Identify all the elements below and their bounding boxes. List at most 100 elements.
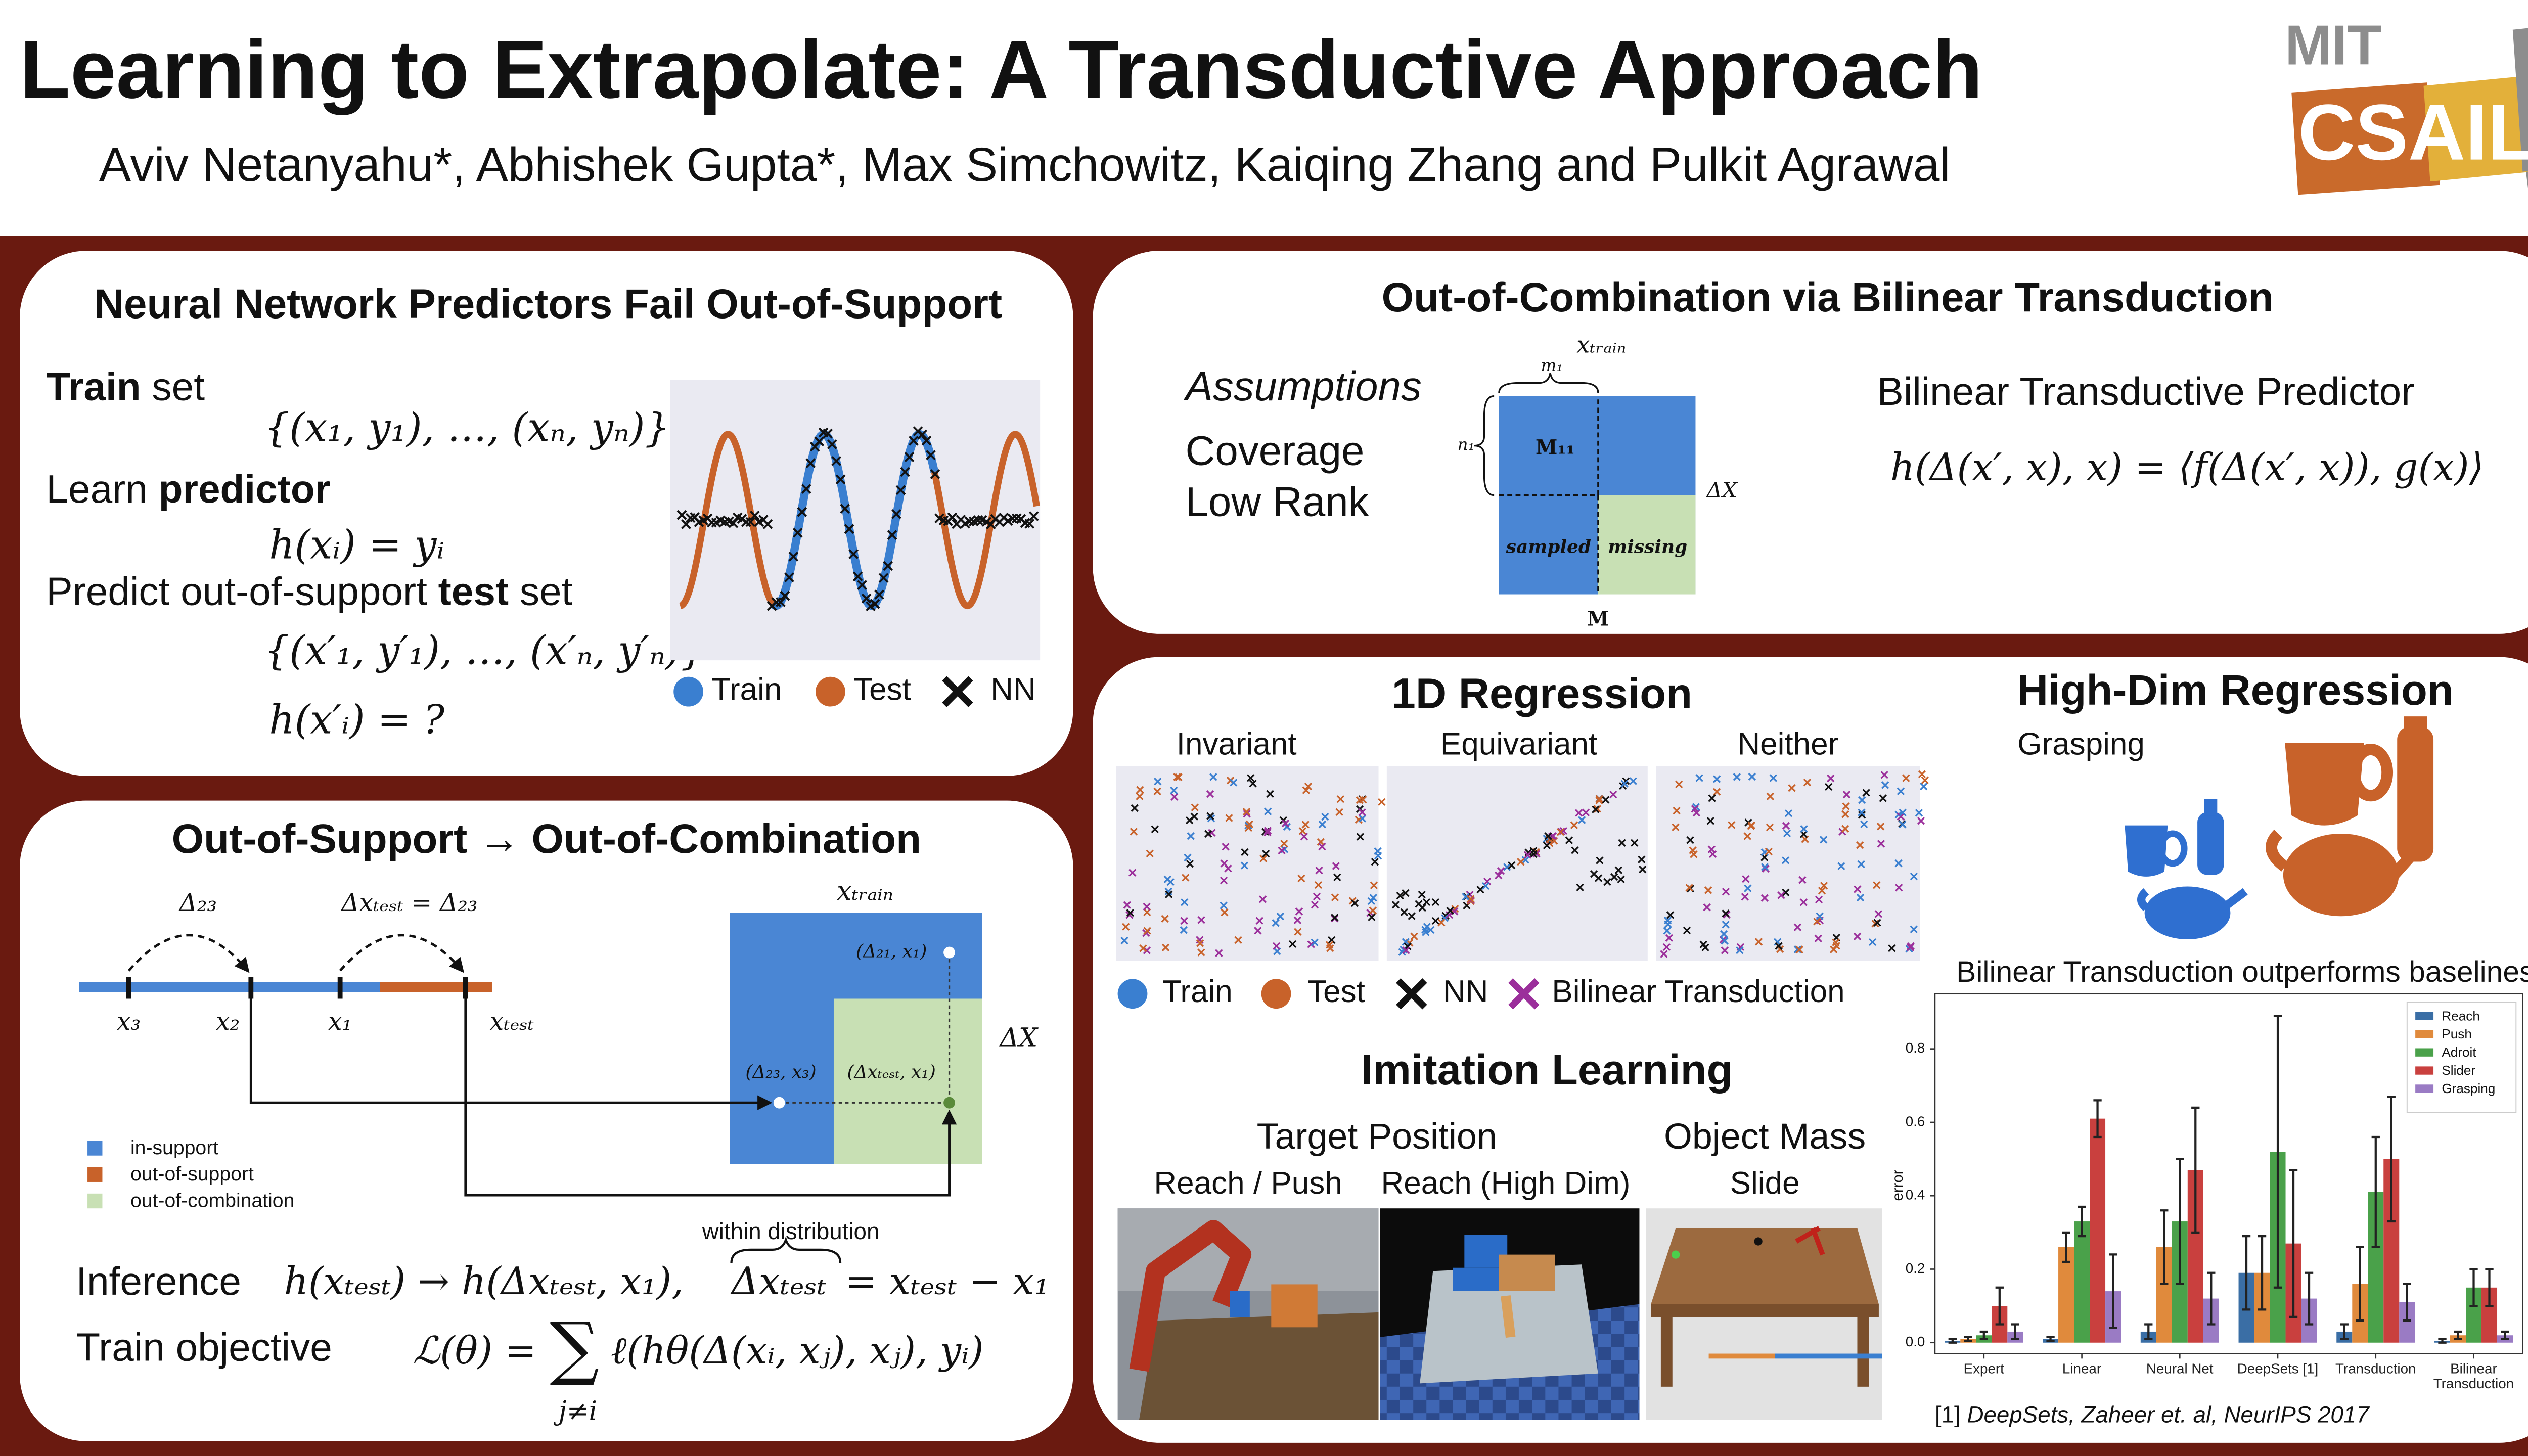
cross-marker [1707, 845, 1716, 853]
cross-marker [1139, 944, 1147, 952]
error-bar [2485, 1268, 2494, 1307]
cross-marker [792, 528, 803, 538]
cross-marker [1712, 775, 1721, 783]
cross-marker [1686, 836, 1694, 844]
cross-marker [1422, 898, 1431, 906]
cross-marker [1824, 783, 1833, 791]
chart-frame [1934, 993, 2523, 1354]
cross-marker [1760, 894, 1769, 902]
cross-marker [1782, 888, 1790, 897]
shape [1651, 1228, 1879, 1304]
cross-marker [1781, 856, 1790, 864]
error-bar [2371, 1135, 2380, 1249]
header-bg [0, 0, 2528, 236]
x-tick-label-box: Linear [2062, 1362, 2101, 1375]
cross-marker [1378, 798, 1386, 806]
cross-marker [1795, 945, 1803, 954]
cross-marker [1125, 911, 1134, 919]
logo-main: CSAIL [2298, 88, 2528, 177]
cross-marker [1281, 819, 1290, 828]
bold: predictor [159, 467, 331, 511]
cross-marker [1592, 805, 1600, 813]
slide-image [1646, 1208, 1882, 1420]
cross-marker [1136, 792, 1144, 800]
cross-marker [762, 519, 773, 529]
brace [1474, 395, 1495, 496]
cross-marker [1415, 900, 1423, 908]
cross-marker [1196, 939, 1204, 947]
legend-marker [2415, 1084, 2434, 1093]
cross-marker [1422, 928, 1430, 936]
cross-marker [1899, 808, 1907, 817]
logo-shape [2512, 28, 2528, 172]
error-bar [2109, 1253, 2117, 1329]
cross-marker [823, 428, 833, 439]
cross-marker [1910, 925, 1918, 933]
cross-marker [1263, 828, 1272, 837]
y-tick-label: 0.0 [1906, 1334, 1925, 1349]
cross-marker [1497, 867, 1505, 875]
cross-marker [1841, 825, 1849, 833]
cross-marker [1293, 916, 1302, 924]
shape [1271, 1284, 1318, 1328]
arrow [127, 934, 250, 973]
cross-marker [1123, 901, 1132, 909]
cross-marker [1431, 898, 1440, 906]
error-bar [2469, 1268, 2478, 1307]
math: h(xᵢ) = yᵢ [269, 522, 444, 568]
cross-marker [1673, 806, 1681, 815]
cross-marker [1154, 778, 1162, 786]
legend-marker [2415, 1012, 2434, 1020]
cross-marker [930, 469, 940, 479]
cross-marker [1402, 889, 1410, 897]
text: within distribution [702, 1218, 880, 1244]
error-bar [2273, 1015, 2282, 1289]
cross-marker [1819, 836, 1828, 844]
shape [2283, 833, 2399, 917]
cross-marker [1180, 926, 1188, 934]
legend-marker [1261, 979, 1291, 1009]
math: n₁ [1458, 435, 1475, 454]
cross-marker [1278, 846, 1286, 855]
cross-marker [1249, 780, 1257, 788]
reach-high-dim-image [1380, 1208, 1640, 1420]
cross-marker [1829, 945, 1838, 953]
text: Predict out-of-support test set [46, 569, 572, 613]
cross-marker [1120, 936, 1128, 945]
shape [1129, 1220, 1252, 1372]
cross-marker [1186, 859, 1194, 868]
cross-marker [1666, 911, 1675, 919]
math: Δxₜₑₛₜ [730, 1259, 827, 1303]
cross-marker [1272, 942, 1281, 950]
shape [1230, 1291, 1250, 1317]
cross-marker [1446, 906, 1454, 915]
cross-marker [1899, 821, 1907, 829]
cross-marker [1820, 882, 1828, 890]
cross-marker [1288, 940, 1297, 948]
cross-marker [1263, 807, 1272, 815]
cross-marker [1311, 938, 1319, 946]
legend-label: Reach [2442, 1008, 2479, 1023]
cross-marker [1720, 930, 1728, 938]
cross-marker [1754, 938, 1763, 946]
math: (Δ₂₁, x₁) [856, 941, 927, 962]
cross-marker [1122, 923, 1130, 931]
math: xₜᵣₐᵢₙ [1576, 332, 1626, 358]
cross-marker [1888, 944, 1896, 952]
cross-marker [1712, 788, 1721, 796]
cross-marker [1544, 832, 1552, 840]
math: {(x₁, y₁), …, (xₙ, yₙ)} [264, 405, 670, 451]
error-bar [1964, 1336, 1972, 1342]
cross-marker [1244, 824, 1252, 832]
cross-marker [1856, 893, 1865, 902]
cross-marker [1294, 928, 1302, 936]
cross-marker [1565, 836, 1573, 844]
math: (Δxₜₑₛₜ, x₁) [847, 1062, 936, 1082]
cross-marker [1311, 900, 1319, 909]
cross-marker [926, 450, 936, 461]
text: Slide [1730, 1166, 1800, 1201]
cross-marker [1369, 894, 1377, 902]
cross-marker [1402, 938, 1410, 946]
cross-marker [1321, 812, 1329, 821]
cross-marker [775, 597, 786, 607]
